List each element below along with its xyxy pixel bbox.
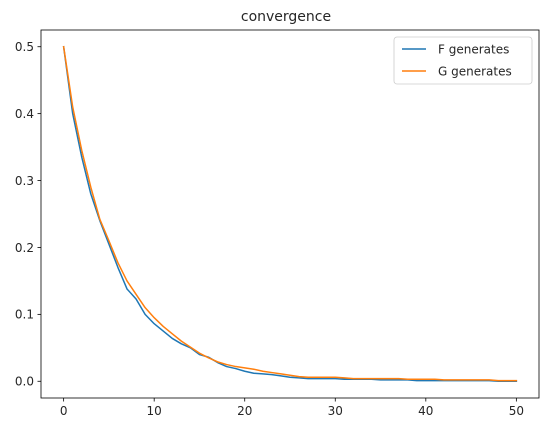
- series-line-g-generates: [62, 45, 518, 382]
- y-tick-label: 0.5: [15, 40, 34, 54]
- x-tick-label: 0: [60, 404, 68, 418]
- axes-frame: [40, 29, 540, 399]
- legend-label-g-generates: G generates: [438, 64, 512, 78]
- x-tick-label: 10: [147, 404, 162, 418]
- y-tick-label: 0.1: [15, 308, 34, 322]
- y-tick-label: 0.3: [15, 174, 34, 188]
- legend-label-f-generates: F generates: [438, 42, 509, 56]
- plot-area: 0 10 20 30 40 50 0.0 0.1 0.2 0.3 0.4 0.5: [15, 29, 540, 418]
- x-tick-label: 30: [328, 404, 343, 418]
- x-tick-label: 40: [418, 404, 433, 418]
- y-tick-label: 0.4: [15, 107, 34, 121]
- chart-title: convergence: [241, 9, 331, 25]
- y-tick-label: 0.0: [15, 375, 34, 389]
- series-line-f-generates: [62, 45, 518, 383]
- x-tick-label: 50: [509, 404, 524, 418]
- y-tick-label: 0.2: [15, 241, 34, 255]
- legend-box: [393, 36, 533, 85]
- legend: F generates G generates: [393, 36, 533, 85]
- x-tick-label: 20: [237, 404, 252, 418]
